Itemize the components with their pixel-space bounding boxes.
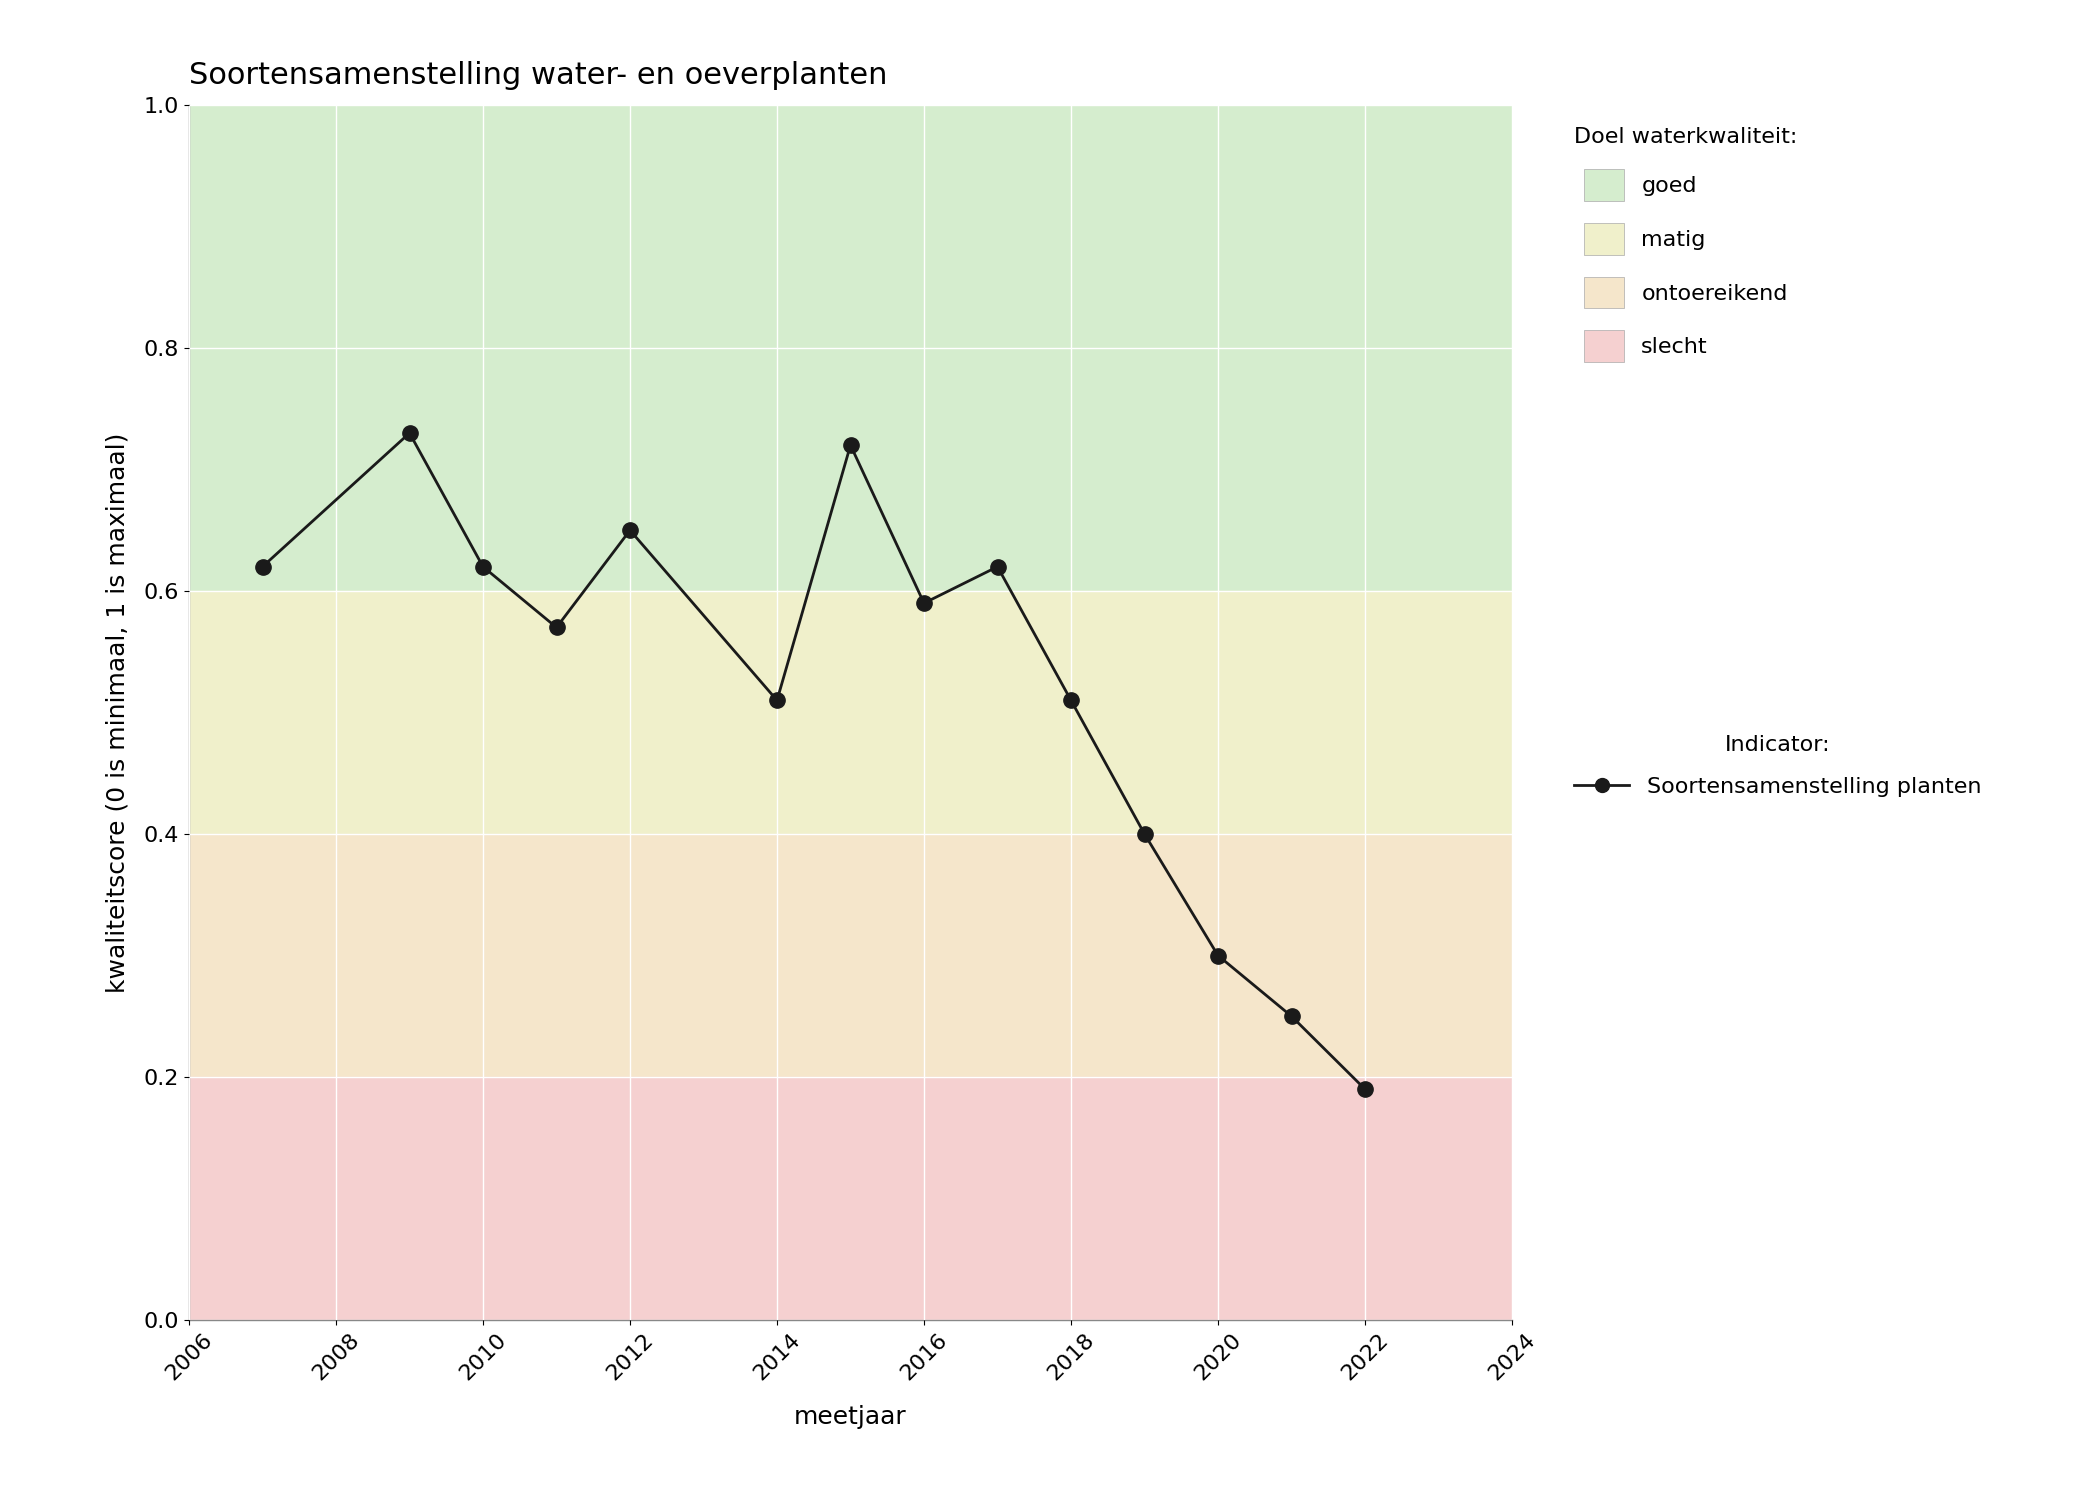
Y-axis label: kwaliteitscore (0 is minimaal, 1 is maximaal): kwaliteitscore (0 is minimaal, 1 is maxi…: [105, 432, 130, 993]
Legend: Soortensamenstelling planten: Soortensamenstelling planten: [1562, 723, 1993, 809]
Bar: [189, 591, 1512, 834]
Bar: [189, 1077, 1512, 1320]
Bar: [189, 834, 1512, 1077]
X-axis label: meetjaar: meetjaar: [794, 1406, 907, 1429]
Bar: [189, 105, 1512, 591]
Text: Soortensamenstelling water- en oeverplanten: Soortensamenstelling water- en oeverplan…: [189, 62, 888, 90]
